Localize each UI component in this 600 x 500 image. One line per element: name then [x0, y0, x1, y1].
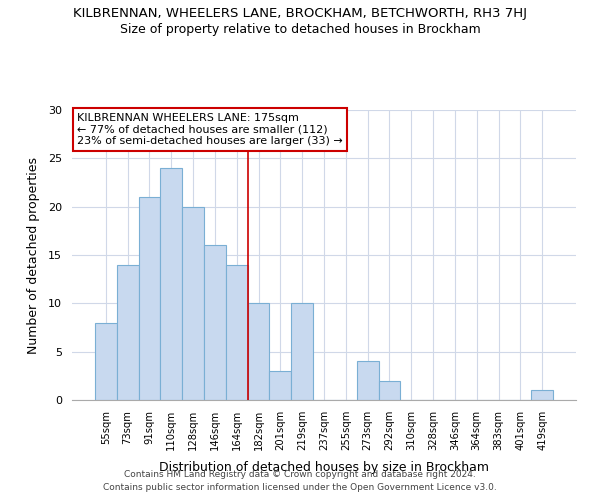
Text: KILBRENNAN, WHEELERS LANE, BROCKHAM, BETCHWORTH, RH3 7HJ: KILBRENNAN, WHEELERS LANE, BROCKHAM, BET… [73, 8, 527, 20]
Bar [204, 246, 226, 400]
Bar [182, 206, 204, 400]
Text: Size of property relative to detached houses in Brockham: Size of property relative to detached ho… [119, 22, 481, 36]
Bar [226, 264, 248, 400]
Bar [248, 304, 269, 400]
Bar [95, 322, 117, 400]
Y-axis label: Number of detached properties: Number of detached properties [27, 156, 40, 354]
Bar [139, 197, 160, 400]
Bar [379, 380, 400, 400]
X-axis label: Distribution of detached houses by size in Brockham: Distribution of detached houses by size … [159, 461, 489, 474]
Bar [357, 362, 379, 400]
Text: Contains HM Land Registry data © Crown copyright and database right 2024.
Contai: Contains HM Land Registry data © Crown c… [103, 470, 497, 492]
Bar [531, 390, 553, 400]
Text: KILBRENNAN WHEELERS LANE: 175sqm
← 77% of detached houses are smaller (112)
23% : KILBRENNAN WHEELERS LANE: 175sqm ← 77% o… [77, 113, 343, 146]
Bar [291, 304, 313, 400]
Bar [160, 168, 182, 400]
Bar [117, 264, 139, 400]
Bar [269, 371, 291, 400]
